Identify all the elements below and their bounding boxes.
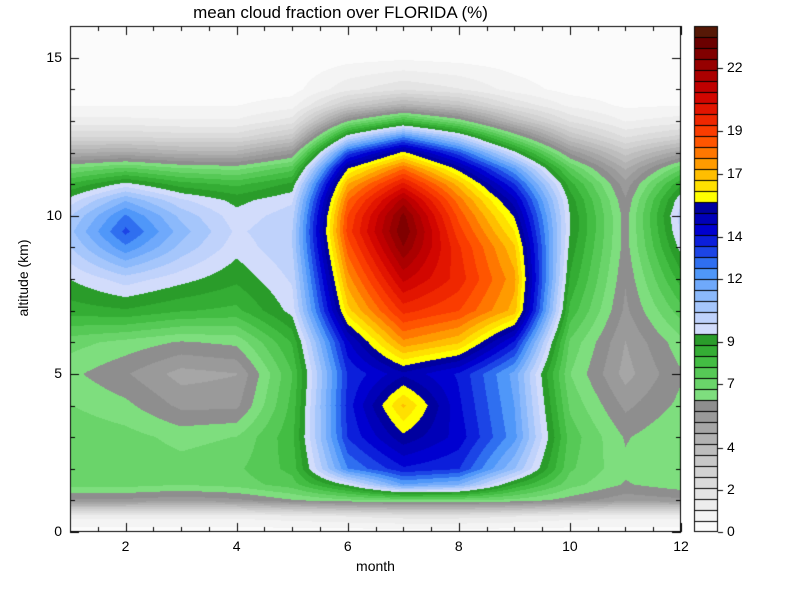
colorbar-tick-label-9: 9 — [727, 333, 735, 350]
colorbar-tick-label-12: 12 — [727, 270, 743, 286]
colorbar-tick-label-2: 2 — [727, 480, 735, 497]
colorbar-tick-label-17: 17 — [727, 164, 743, 181]
y-axis-title: altitude (km) — [15, 239, 31, 317]
x-axis-title: month — [356, 558, 395, 574]
colorbar-tick-label-4: 4 — [727, 438, 735, 455]
colorbar-tick-label-7: 7 — [727, 375, 735, 392]
y-tick-label-10: 10 — [46, 206, 62, 223]
y-tick-label-15: 15 — [46, 48, 62, 65]
y-tick-label-5: 5 — [54, 364, 62, 381]
colorbar-tick-label-19: 19 — [727, 122, 743, 139]
x-tick-label-2: 2 — [121, 538, 130, 554]
colorbar-tick-label-22: 22 — [727, 59, 743, 76]
y-tick-label-0: 0 — [54, 523, 62, 539]
x-tick-label-4: 4 — [232, 538, 241, 554]
x-tick-label-12: 12 — [673, 538, 689, 554]
colorbar-tick-label-0: 0 — [727, 523, 735, 539]
x-tick-label-8: 8 — [454, 538, 463, 554]
x-tick-label-10: 10 — [562, 538, 578, 554]
colorbar-tick-label-14: 14 — [727, 227, 743, 244]
x-tick-label-6: 6 — [343, 538, 352, 554]
chart-title: mean cloud fraction over FLORIDA (%) — [193, 3, 488, 22]
